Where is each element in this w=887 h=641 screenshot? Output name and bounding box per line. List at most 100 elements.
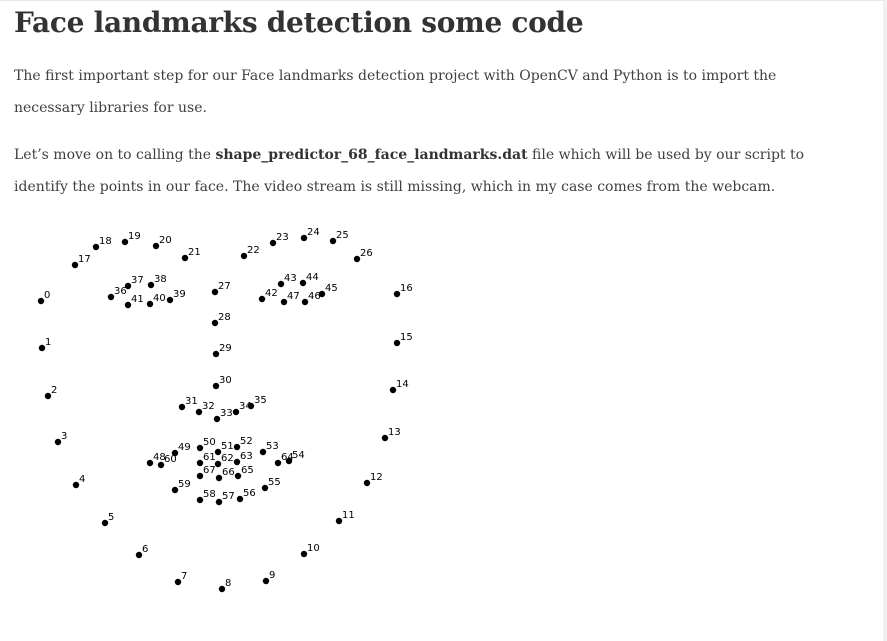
landmark-point-49 <box>171 449 179 457</box>
landmark-label-66: 66 <box>222 467 235 478</box>
landmark-point-38 <box>147 281 155 289</box>
landmark-label-19: 19 <box>128 231 141 242</box>
landmark-point-60 <box>157 461 165 469</box>
landmark-label-35: 35 <box>254 395 267 406</box>
landmark-label-27: 27 <box>218 281 231 292</box>
landmark-point-55 <box>261 484 269 492</box>
landmark-point-28 <box>211 319 219 327</box>
landmark-label-55: 55 <box>268 477 281 488</box>
landmark-label-23: 23 <box>276 232 289 243</box>
landmark-point-36 <box>107 293 115 301</box>
landmark-label-7: 7 <box>181 571 187 582</box>
landmark-point-47 <box>280 298 288 306</box>
landmark-label-58: 58 <box>203 489 216 500</box>
landmark-point-26 <box>353 255 361 263</box>
landmark-point-44 <box>299 279 307 287</box>
landmark-label-64: 64 <box>281 452 294 463</box>
landmark-point-62 <box>214 460 222 468</box>
landmark-point-9 <box>262 577 270 585</box>
landmark-point-50 <box>196 444 204 452</box>
article: Face landmarks detection some code The f… <box>14 0 844 195</box>
landmark-point-42 <box>258 295 266 303</box>
landmark-point-19 <box>121 238 129 246</box>
landmark-label-26: 26 <box>360 248 373 259</box>
landmark-label-41: 41 <box>131 294 144 305</box>
landmark-point-53 <box>259 448 267 456</box>
landmark-label-37: 37 <box>131 275 144 286</box>
landmark-label-42: 42 <box>265 288 278 299</box>
landmark-label-29: 29 <box>219 343 232 354</box>
landmark-point-24 <box>300 234 308 242</box>
landmark-label-21: 21 <box>188 247 201 258</box>
paragraph-text-before: Let’s move on to calling the <box>14 147 216 163</box>
landmark-label-45: 45 <box>325 283 338 294</box>
paragraph-intro: The first important step for our Face la… <box>14 68 777 116</box>
landmark-label-48: 48 <box>153 452 166 463</box>
landmark-point-40 <box>146 300 154 308</box>
landmark-point-58 <box>196 496 204 504</box>
landmark-label-9: 9 <box>269 570 275 581</box>
landmark-point-67 <box>196 472 204 480</box>
landmark-point-54 <box>285 457 293 465</box>
landmark-label-1: 1 <box>45 337 51 348</box>
landmark-point-65 <box>234 472 242 480</box>
landmark-label-2: 2 <box>51 385 57 396</box>
landmark-point-16 <box>393 290 401 298</box>
landmark-label-56: 56 <box>243 488 256 499</box>
landmark-label-34: 34 <box>239 401 252 412</box>
landmark-point-33 <box>213 415 221 423</box>
landmark-point-61 <box>196 459 204 467</box>
landmark-label-50: 50 <box>203 437 216 448</box>
landmark-point-25 <box>329 237 337 245</box>
landmark-label-40: 40 <box>153 293 166 304</box>
landmark-point-48 <box>146 459 154 467</box>
landmark-point-56 <box>236 495 244 503</box>
landmark-label-10: 10 <box>307 543 320 554</box>
landmark-label-30: 30 <box>219 375 232 386</box>
landmark-point-12 <box>363 479 371 487</box>
landmark-point-32 <box>195 408 203 416</box>
landmark-point-6 <box>135 551 143 559</box>
landmark-point-11 <box>335 517 343 525</box>
landmark-label-18: 18 <box>99 236 112 247</box>
landmark-point-57 <box>215 498 223 506</box>
landmark-label-32: 32 <box>202 401 215 412</box>
landmark-label-25: 25 <box>336 230 349 241</box>
landmark-label-44: 44 <box>306 272 319 283</box>
landmark-point-13 <box>381 434 389 442</box>
landmark-point-64 <box>274 459 282 467</box>
landmark-point-41 <box>124 301 132 309</box>
landmark-point-29 <box>212 350 220 358</box>
landmark-label-47: 47 <box>287 291 300 302</box>
landmark-label-43: 43 <box>284 273 297 284</box>
landmark-label-24: 24 <box>307 227 320 238</box>
landmark-point-0 <box>37 297 45 305</box>
landmark-label-49: 49 <box>178 442 191 453</box>
landmark-label-63: 63 <box>240 451 253 462</box>
top-divider <box>0 0 887 1</box>
landmark-point-66 <box>215 474 223 482</box>
landmark-label-28: 28 <box>218 312 231 323</box>
landmark-label-3: 3 <box>61 431 67 442</box>
landmark-label-4: 4 <box>79 474 85 485</box>
landmark-point-5 <box>101 519 109 527</box>
landmark-point-10 <box>300 550 308 558</box>
landmark-label-15: 15 <box>400 332 413 343</box>
landmark-label-14: 14 <box>396 379 409 390</box>
landmark-point-31 <box>178 403 186 411</box>
landmark-point-18 <box>92 243 100 251</box>
paragraph-predictor: Let’s move on to calling the shape_predi… <box>14 139 844 203</box>
landmark-label-17: 17 <box>78 254 91 265</box>
landmark-label-62: 62 <box>221 453 234 464</box>
landmark-point-27 <box>211 288 219 296</box>
landmark-point-17 <box>71 261 79 269</box>
scrollbar-track[interactable] <box>883 0 887 641</box>
landmark-label-51: 51 <box>221 441 234 452</box>
landmark-point-4 <box>72 481 80 489</box>
landmark-point-2 <box>44 392 52 400</box>
landmark-label-20: 20 <box>159 235 172 246</box>
landmark-point-34 <box>232 408 240 416</box>
landmark-point-1 <box>38 344 46 352</box>
landmark-label-46: 46 <box>308 291 321 302</box>
